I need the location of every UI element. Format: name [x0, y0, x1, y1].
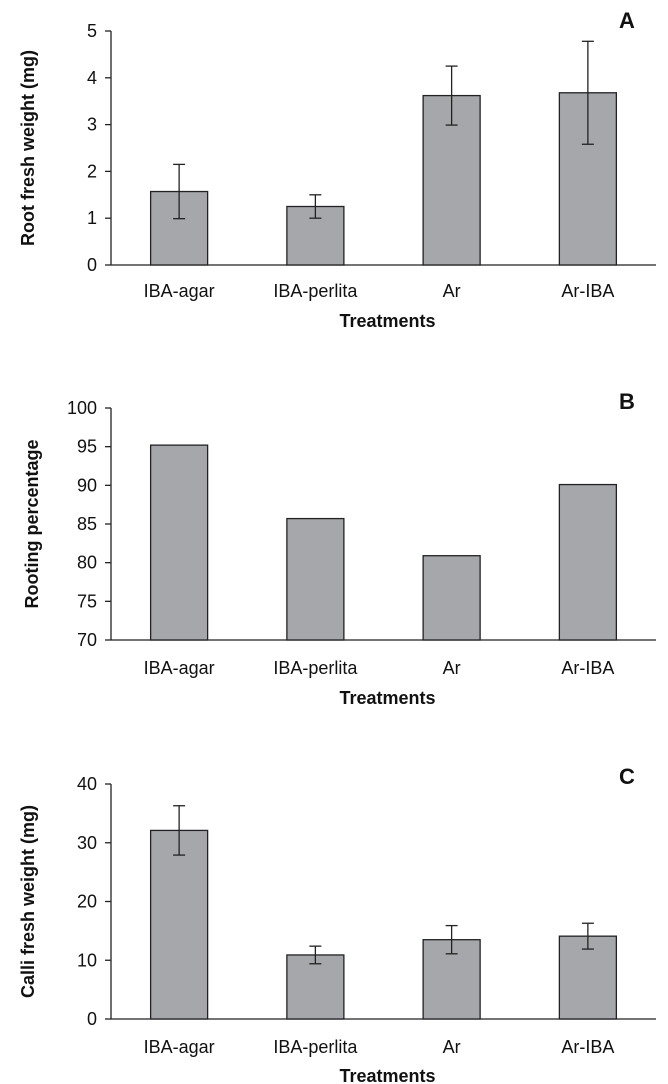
- chart-panel-b: 70 75 80 85 90 95 100 IBA-agar IBA-perlita Ar Ar-I…: [22, 389, 656, 708]
- category-label: IBA-perlita: [273, 1037, 358, 1057]
- y-tick-label: 95: [77, 437, 97, 457]
- bar-ar: [422, 555, 481, 641]
- panel-label: B: [619, 389, 635, 414]
- x-axis-title: Treatments: [339, 688, 435, 708]
- x-axis-title: Treatments: [339, 1066, 435, 1084]
- y-tick-label: 70: [77, 630, 97, 650]
- y-tick-label: 2: [87, 161, 97, 181]
- panel-label: C: [619, 764, 635, 789]
- y-tick-label: 75: [77, 591, 97, 611]
- bar-iba-agar: [149, 829, 209, 1020]
- bar-ar-iba: [558, 935, 618, 1020]
- bar-iba-perlita: [286, 954, 345, 1020]
- y-tick-label: 3: [87, 115, 97, 135]
- y-tick-label: 40: [77, 774, 97, 794]
- y-axis-title: Calli fresh weight (mg): [18, 805, 38, 998]
- category-label: Ar: [443, 658, 461, 678]
- y-axis-title: Root fresh weight (mg): [18, 50, 38, 246]
- y-tick-label: 0: [87, 1009, 97, 1029]
- y-tick-label: 5: [87, 21, 97, 41]
- bar-ar-iba: [558, 483, 618, 641]
- bar-iba-agar: [149, 444, 209, 641]
- category-label: IBA-agar: [144, 658, 215, 678]
- y-tick-label: 85: [77, 514, 97, 534]
- category-label: IBA-perlita: [273, 281, 358, 301]
- category-label: IBA-perlita: [273, 658, 358, 678]
- y-tick-label: 80: [77, 553, 97, 573]
- panel-label: A: [619, 8, 635, 33]
- category-label: IBA-agar: [144, 1037, 215, 1057]
- y-tick-label: 4: [87, 68, 97, 88]
- x-axis-title: Treatments: [339, 311, 435, 331]
- y-axis-title: Rooting percentage: [22, 439, 42, 608]
- category-label: Ar: [443, 1037, 461, 1057]
- chart-panel-c: 0 10 20 30 40 IBA-agar IBA-perlita Ar Ar-IBA Trea…: [18, 764, 656, 1084]
- y-tick-label: 0: [87, 255, 97, 275]
- y-tick-label: 30: [77, 833, 97, 853]
- y-tick-label: 90: [77, 475, 97, 495]
- category-label: IBA-agar: [144, 281, 215, 301]
- category-label: Ar-IBA: [561, 1037, 614, 1057]
- category-label: Ar: [443, 281, 461, 301]
- y-tick-label: 10: [77, 950, 97, 970]
- chart-panel-a: 0 1 2 3 4 5 IBA-agar IBA-perlita Ar Ar-IBA Treatme…: [18, 8, 656, 331]
- y-tick-label: 100: [67, 398, 97, 418]
- y-tick-label: 1: [87, 208, 97, 228]
- bar-iba-perlita: [286, 517, 345, 641]
- y-tick-label: 20: [77, 892, 97, 912]
- category-label: Ar-IBA: [561, 281, 614, 301]
- category-label: Ar-IBA: [561, 658, 614, 678]
